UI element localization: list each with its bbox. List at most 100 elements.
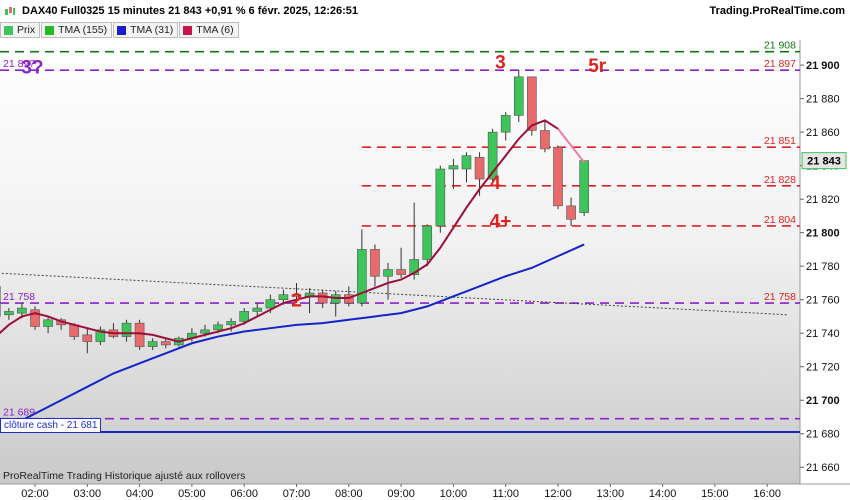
x-tick-label: 08:00 [335, 488, 363, 500]
wave-annotation: 3 [495, 52, 506, 73]
x-axis-background [0, 484, 850, 500]
candle-body [513, 76, 524, 116]
chart-type-icon[interactable] [4, 5, 16, 17]
wave-annotation: 5r [588, 56, 607, 77]
tma31-line [0, 243, 585, 433]
x-tick-label: 07:00 [283, 488, 311, 500]
level-label: 21 908 [764, 40, 796, 52]
legend-swatch-tma31 [117, 25, 127, 35]
candle-body [579, 160, 589, 213]
candle-body [265, 299, 276, 309]
y-axis-background [800, 40, 850, 484]
legend-label: TMA (6) [196, 24, 234, 36]
x-tick-label: 05:00 [178, 488, 206, 500]
candle-body [213, 324, 223, 331]
y-tick-label: 21 780 [806, 261, 840, 273]
candle-body [291, 294, 302, 297]
x-tick-label: 06:00 [230, 488, 258, 500]
candle-body [527, 76, 537, 131]
candle-body [278, 294, 289, 300]
legend-item-tma6[interactable]: TMA (6) [179, 22, 239, 38]
x-tick-label: 09:00 [387, 488, 415, 500]
candle-body [4, 311, 14, 316]
wave-annotation: 4 [490, 173, 501, 194]
brand-label: Trading.ProRealTime.com [709, 5, 845, 17]
candle-body [200, 329, 210, 334]
y-tick-label: 21 660 [806, 462, 840, 474]
candle-body [134, 322, 145, 347]
plot-background [0, 40, 800, 484]
last-price-label: 21 843 [807, 156, 841, 168]
level-label: 21 758 [3, 291, 35, 303]
x-tick-label: 02:00 [21, 488, 49, 500]
candle-body [500, 115, 511, 133]
candle-body [383, 269, 393, 277]
candle-body [95, 329, 106, 342]
legend-label: TMA (155) [58, 24, 108, 36]
y-tick-label: 21 900 [806, 60, 840, 72]
y-tick-label: 21 680 [806, 429, 840, 441]
tma6-line [0, 119, 559, 343]
legend-item-tma31[interactable]: TMA (31) [113, 22, 179, 38]
y-tick-label: 21 860 [806, 127, 840, 139]
x-tick-label: 14:00 [649, 488, 677, 500]
y-tick-label: 21 700 [806, 395, 840, 407]
candle-body [252, 307, 263, 312]
legend-swatch-prix [4, 25, 13, 35]
last-price-box [801, 152, 847, 170]
candle-body [43, 319, 53, 327]
candle-body [239, 311, 249, 322]
candle-body [370, 249, 380, 277]
candle-body [422, 225, 433, 260]
level-label: 21 897 [764, 58, 796, 70]
candle-body [357, 249, 367, 304]
wave-annotation: 4+ [490, 212, 512, 233]
candle-body [17, 307, 27, 314]
candle-body [448, 165, 459, 170]
x-tick-label: 10:00 [440, 488, 468, 500]
wave-annotation: 2 [291, 290, 302, 311]
y-tick-label: 21 740 [806, 328, 840, 340]
level-label: 21 828 [764, 174, 796, 186]
legend-item-tma155[interactable]: TMA (155) [41, 22, 113, 38]
y-tick-label: 21 820 [806, 194, 840, 206]
x-tick-label: 15:00 [701, 488, 729, 500]
candle-body [160, 341, 171, 346]
chart-header: DAX40 Full0325 15 minutes 21 843 +0,91 %… [0, 0, 850, 22]
candle-body [566, 205, 576, 220]
level-label: 21 804 [764, 214, 796, 226]
legend-label: TMA (31) [130, 24, 174, 36]
candle-body [121, 322, 132, 337]
trend-line [0, 272, 789, 316]
legend-swatch-tma6 [183, 25, 193, 35]
legend-swatch-tma155 [45, 25, 55, 35]
x-tick-label: 04:00 [126, 488, 154, 500]
wave-annotation: 3? [21, 58, 43, 79]
y-tick-label: 21 760 [806, 295, 840, 307]
candle-body [226, 321, 236, 326]
candle-body [553, 146, 563, 207]
tma6-line-recent [557, 128, 585, 163]
candle-body [487, 131, 498, 180]
y-tick-label: 21 880 [806, 94, 840, 106]
candle-body [435, 168, 446, 227]
level-label: 21 897 [3, 58, 35, 70]
candle-body [396, 269, 406, 275]
history-note: ProRealTime Trading Historique ajusté au… [3, 470, 246, 482]
x-tick-label: 11:00 [492, 488, 519, 500]
candle-body [82, 334, 93, 342]
instrument-title: DAX40 Full0325 15 minutes 21 843 +0,91 %… [22, 5, 359, 17]
x-tick-label: 12:00 [544, 488, 572, 500]
x-tick-label: 13:00 [597, 488, 625, 500]
candle-body [474, 156, 485, 180]
candle-body [409, 259, 419, 275]
candle-body [30, 309, 40, 327]
legend-item-prix[interactable]: Prix [0, 22, 41, 38]
candle-body [540, 130, 550, 150]
level-label: 21 758 [764, 291, 796, 303]
candle-body [461, 155, 472, 170]
y-tick-label: 21 800 [806, 228, 840, 240]
candle-body [147, 341, 158, 347]
legend-label: Prix [17, 24, 36, 36]
